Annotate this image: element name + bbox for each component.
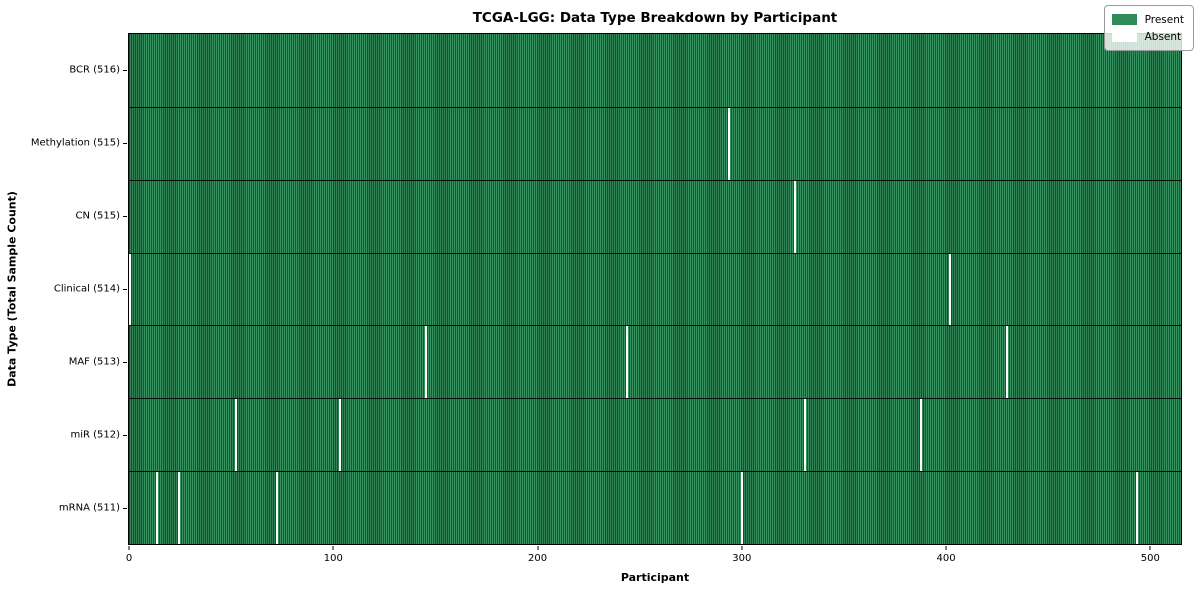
- x-tick-mark: [1149, 546, 1151, 550]
- y-tick-mark: [123, 142, 127, 144]
- absent-marker: [155, 472, 158, 544]
- y-tick-mark: [123, 435, 127, 437]
- absent-marker: [339, 399, 341, 472]
- absent-marker: [235, 399, 238, 472]
- y-tick-label: BCR (516): [69, 64, 120, 76]
- absent-marker: [728, 107, 731, 180]
- absent-marker: [793, 180, 796, 253]
- absent-marker: [424, 326, 427, 399]
- y-tick-label: MAF (513): [68, 356, 120, 368]
- absent-marker: [740, 472, 743, 544]
- y-tick-mark: [123, 508, 127, 510]
- absent-marker: [177, 472, 180, 544]
- x-tick-mark: [128, 546, 130, 550]
- absent-marker: [1005, 326, 1008, 399]
- absent-marker: [129, 253, 132, 326]
- heatmap-row-mir: [129, 398, 1181, 472]
- heatmap-row-mrna: [129, 471, 1181, 544]
- y-tick-mark: [123, 289, 127, 290]
- x-tick-label: 200: [528, 553, 548, 564]
- y-tick-mark: [123, 215, 127, 217]
- legend-absent-label: Absent: [1144, 30, 1182, 43]
- heatmap-row-methylation: [129, 106, 1181, 180]
- legend: Present Absent: [1103, 5, 1194, 51]
- heatmap-row-maf: [129, 325, 1181, 399]
- legend-entry-absent: Absent: [1111, 28, 1184, 45]
- x-tick-mark: [741, 546, 743, 550]
- x-tick-label: 100: [323, 553, 343, 564]
- absent-marker: [803, 399, 806, 472]
- absent-marker: [626, 326, 629, 399]
- absent-marker: [948, 253, 951, 326]
- heatmap-row-clinical: [129, 252, 1181, 326]
- x-tick-mark: [537, 546, 539, 550]
- y-tick-mark: [123, 69, 127, 71]
- present-swatch-icon: [1111, 14, 1137, 25]
- legend-entry-present: Present: [1111, 11, 1184, 28]
- y-tick-label: Clinical (514): [53, 283, 120, 295]
- heatmap-row-cn: [129, 179, 1181, 253]
- x-tick-label: 400: [936, 553, 956, 564]
- y-axis-tick-labels: BCR (516) Methylation (515) CN (515) Clinic…: [0, 33, 120, 545]
- x-tick-mark: [332, 546, 334, 550]
- plot-area: [128, 33, 1182, 545]
- legend-present-label: Present: [1144, 13, 1184, 26]
- x-tick-label: 300: [732, 553, 752, 564]
- absent-marker: [1136, 472, 1139, 544]
- x-axis-label: Participant: [620, 571, 690, 584]
- chart-title: TCGA-LGG: Data Type Breakdown by Partici…: [472, 10, 838, 26]
- heatmap-row-bcr: [129, 34, 1181, 107]
- y-tick-label: CN (515): [75, 210, 120, 222]
- absent-swatch-icon: [1111, 31, 1137, 42]
- y-tick-label: miR (512): [70, 429, 120, 441]
- absent-marker: [920, 399, 923, 472]
- y-tick-label: Methylation (515): [30, 137, 120, 149]
- x-tick-mark: [945, 546, 947, 550]
- absent-marker: [275, 472, 278, 544]
- x-axis-tick-layer: 0 100 200 300 400 500: [125, 546, 1182, 576]
- x-tick-label: 500: [1140, 553, 1160, 564]
- y-tick-label: mRNA (511): [58, 502, 120, 514]
- y-tick-mark: [123, 362, 127, 364]
- x-tick-label: 0: [125, 553, 133, 564]
